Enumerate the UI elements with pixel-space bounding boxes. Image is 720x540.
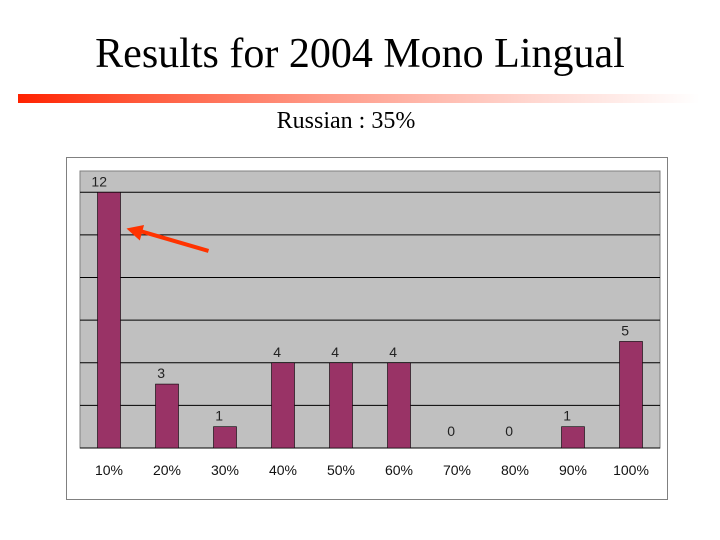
arrow-shaft (137, 228, 210, 253)
data-label: 3 (157, 365, 165, 381)
x-tick-label: 30% (211, 462, 239, 478)
data-label: 5 (621, 322, 629, 338)
data-label: 4 (273, 344, 281, 360)
x-tick-label: 50% (327, 462, 355, 478)
x-tick-label: 10% (95, 462, 123, 478)
arrow-head (126, 225, 145, 241)
bar-10pct (97, 192, 121, 449)
x-tick-label: 20% (153, 462, 181, 478)
data-label: 0 (447, 423, 455, 439)
title-divider (18, 94, 700, 103)
x-tick-label: 80% (501, 462, 529, 478)
x-tick-label: 40% (269, 462, 297, 478)
x-tick-label: 70% (443, 462, 471, 478)
slide-title: Results for 2004 Mono Lingual (95, 31, 625, 77)
data-label: 4 (389, 344, 397, 360)
bars (97, 192, 643, 449)
data-label: 12 (91, 173, 107, 189)
chart-frame: 12 3 1 4 4 4 0 0 1 5 10% 20% 30% 40% 50% 60% 70% 80% 90% 1… (66, 157, 668, 500)
data-label: 4 (331, 344, 339, 360)
bar-40pct (271, 362, 295, 449)
data-label: 1 (215, 408, 223, 424)
data-labels: 12 3 1 4 4 4 0 0 1 5 (91, 173, 629, 439)
chart-subtitle: Russian : 35% (276, 108, 416, 134)
bar-90pct (561, 426, 585, 449)
x-tick-label: 90% (559, 462, 587, 478)
data-label: 0 (505, 423, 513, 439)
x-tick-label: 60% (385, 462, 413, 478)
bar-60pct (387, 362, 411, 449)
bar-50pct (329, 362, 353, 449)
bar-30pct (213, 426, 237, 449)
x-tick-label: 100% (613, 462, 649, 478)
x-tick-labels: 10% 20% 30% 40% 50% 60% 70% 80% 90% 100% (95, 462, 649, 478)
annotation-arrow (126, 225, 210, 253)
bar-100pct (619, 341, 643, 449)
data-label: 1 (563, 408, 571, 424)
bar-20pct (155, 383, 179, 449)
